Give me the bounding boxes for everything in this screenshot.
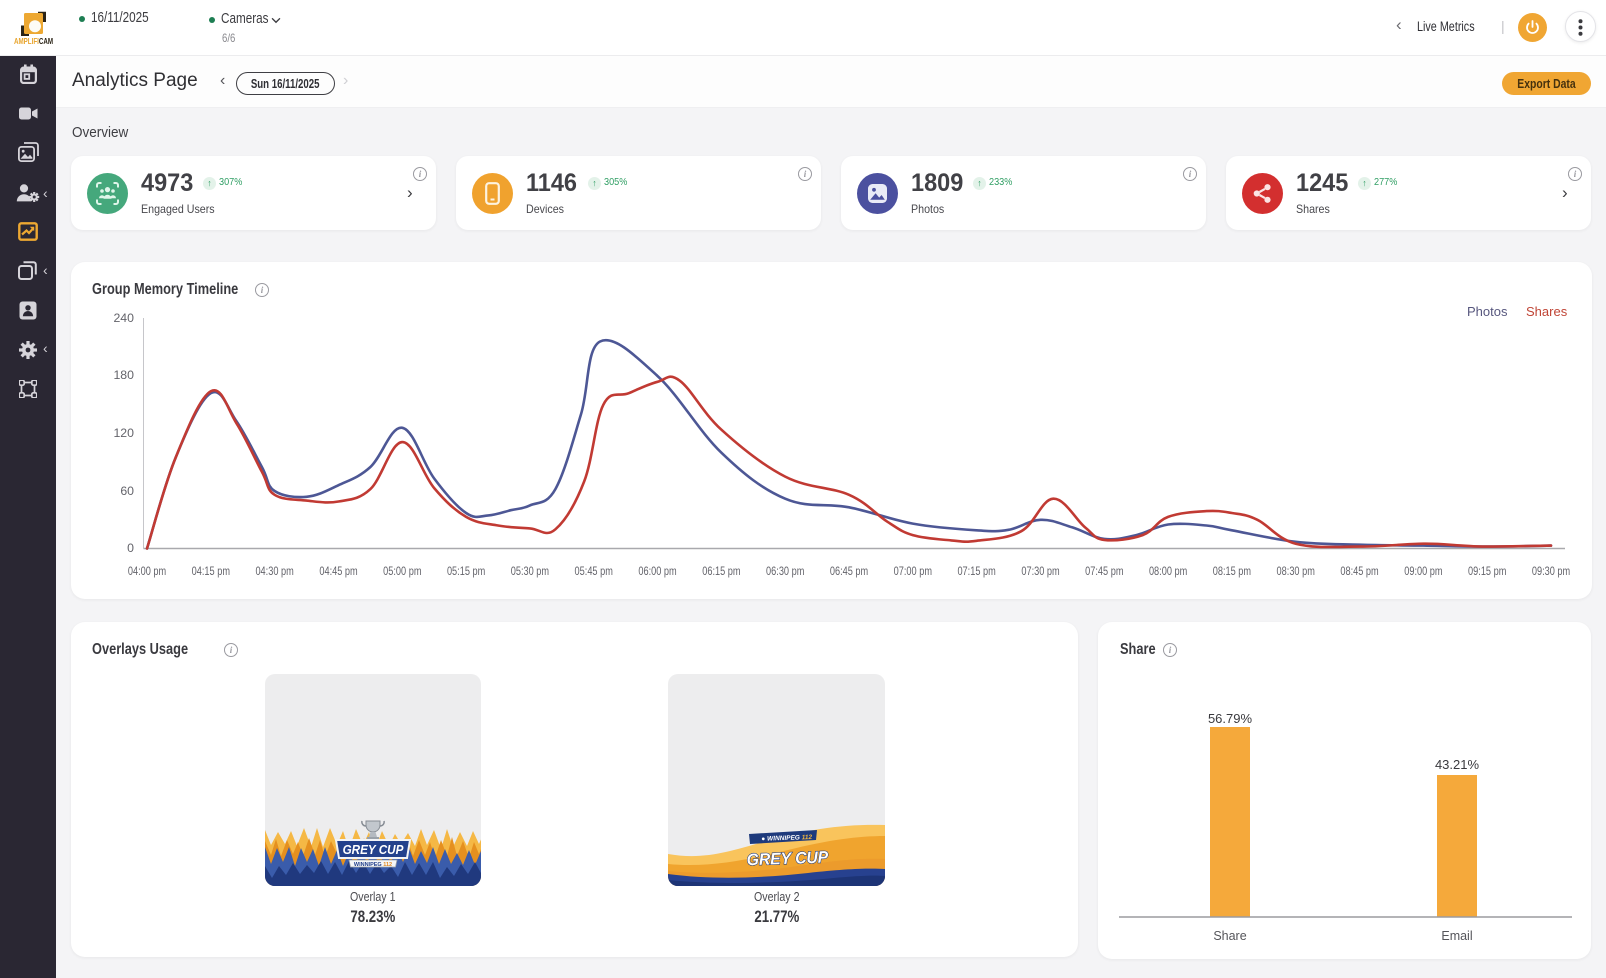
svg-text:AMPLIFICAM: AMPLIFICAM <box>14 37 53 46</box>
svg-text:06:45 pm: 06:45 pm <box>830 566 868 578</box>
svg-text:120: 120 <box>113 426 134 440</box>
svg-text:07:15 pm: 07:15 pm <box>957 566 995 578</box>
svg-text:Email: Email <box>1441 929 1472 943</box>
svg-text:04:15 pm: 04:15 pm <box>192 566 230 578</box>
svg-text:08:30 pm: 08:30 pm <box>1277 566 1315 578</box>
svg-text:06:00 pm: 06:00 pm <box>638 566 676 578</box>
svg-text:0: 0 <box>127 541 134 555</box>
svg-text:43.21%: 43.21% <box>1435 757 1480 772</box>
svg-text:240: 240 <box>113 311 134 325</box>
svg-text:05:00 pm: 05:00 pm <box>383 566 421 578</box>
svg-text:09:00 pm: 09:00 pm <box>1404 566 1442 578</box>
svg-text:05:15 pm: 05:15 pm <box>447 566 485 578</box>
svg-text:Share: Share <box>1213 929 1246 943</box>
svg-text:04:45 pm: 04:45 pm <box>319 566 357 578</box>
svg-text:04:00 pm: 04:00 pm <box>128 566 166 578</box>
svg-text:09:15 pm: 09:15 pm <box>1468 566 1506 578</box>
svg-text:08:00 pm: 08:00 pm <box>1149 566 1187 578</box>
svg-text:06:15 pm: 06:15 pm <box>702 566 740 578</box>
svg-text:05:45 pm: 05:45 pm <box>575 566 613 578</box>
svg-text:08:15 pm: 08:15 pm <box>1213 566 1251 578</box>
svg-text:07:00 pm: 07:00 pm <box>894 566 932 578</box>
svg-text:60: 60 <box>120 484 134 498</box>
svg-text:WINNIPEG 112: WINNIPEG 112 <box>354 862 392 868</box>
svg-text:07:45 pm: 07:45 pm <box>1085 566 1123 578</box>
svg-text:05:30 pm: 05:30 pm <box>511 566 549 578</box>
svg-text:● WINNIPEG 112: ● WINNIPEG 112 <box>761 834 812 843</box>
svg-text:06:30 pm: 06:30 pm <box>766 566 804 578</box>
svg-text:GREY CUP: GREY CUP <box>343 842 405 857</box>
svg-text:180: 180 <box>113 368 134 382</box>
svg-text:07:30 pm: 07:30 pm <box>1021 566 1059 578</box>
svg-text:04:30 pm: 04:30 pm <box>255 566 293 578</box>
svg-text:GREY CUP: GREY CUP <box>746 848 828 869</box>
svg-text:08:45 pm: 08:45 pm <box>1340 566 1378 578</box>
svg-text:09:30 pm: 09:30 pm <box>1532 566 1570 578</box>
svg-text:56.79%: 56.79% <box>1208 711 1253 726</box>
